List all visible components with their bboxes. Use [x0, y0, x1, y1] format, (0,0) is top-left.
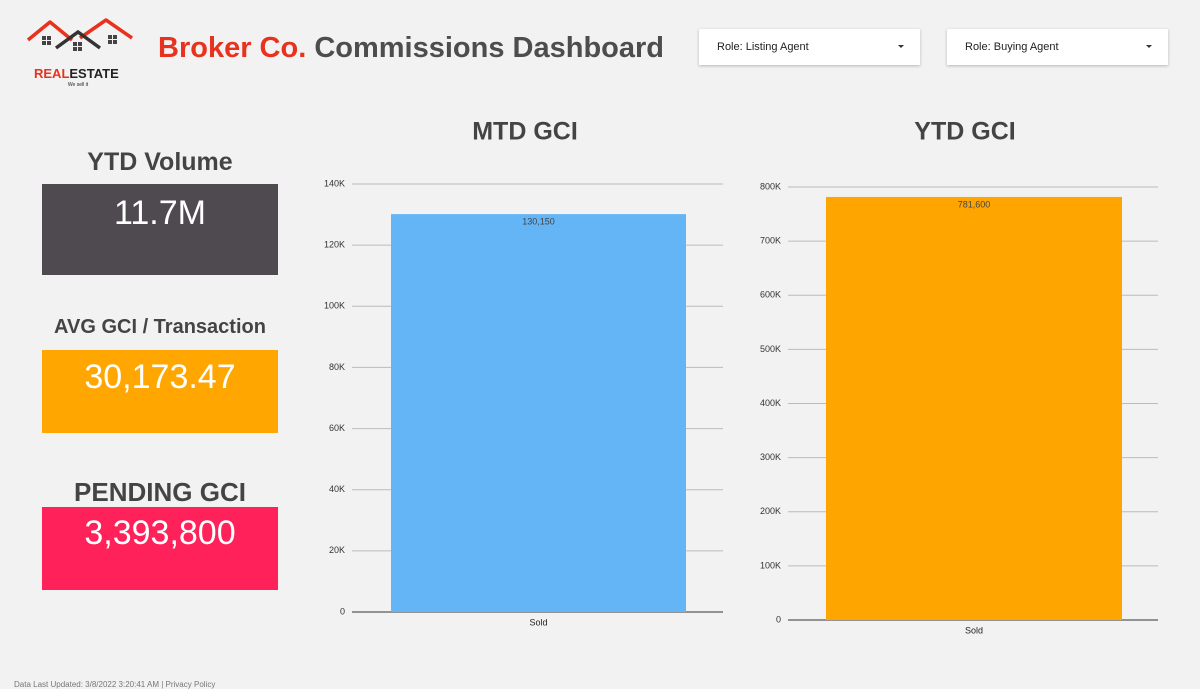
scorecard-value: 30,173.47 — [84, 358, 236, 396]
y-tick-label: 0 — [776, 614, 781, 624]
last-updated: Data Last Updated: 3/8/2022 3:20:41 AM — [14, 680, 159, 689]
scorecard-value: 11.7M — [114, 194, 206, 232]
y-tick-label: 100K — [760, 560, 781, 570]
x-tick-label: Sold — [529, 617, 547, 627]
title-brand: Broker Co. — [158, 32, 307, 64]
value-label: 781,600 — [958, 199, 991, 209]
dropdown-label: Role: Buying Agent — [965, 41, 1059, 53]
scorecard: 30,173.47 — [42, 350, 278, 433]
role-dropdown[interactable]: Role: Buying Agent — [947, 29, 1168, 65]
privacy-link[interactable]: Privacy Policy — [165, 680, 216, 689]
footer: Data Last Updated: 3/8/2022 3:20:41 AM |… — [14, 680, 216, 689]
y-tick-label: 400K — [760, 398, 781, 408]
chart-title: MTD GCI — [472, 118, 578, 146]
title-text: Commissions Dashboard — [314, 32, 665, 64]
y-tick-label: 700K — [760, 236, 781, 246]
y-tick-label: 120K — [324, 240, 345, 250]
logo-word: REAL — [34, 66, 69, 81]
y-tick-label: 100K — [324, 301, 345, 311]
chart-title: YTD GCI — [914, 118, 1015, 146]
scorecard-label: PENDING GCI — [74, 477, 246, 507]
y-tick-label: 300K — [760, 452, 781, 462]
dropdown-arrow — [898, 45, 904, 48]
y-tick-label: 800K — [760, 181, 781, 191]
bar — [391, 214, 686, 612]
logo: REALESTATE We sell it — [26, 18, 133, 88]
bar — [826, 196, 1122, 621]
logo-word: ESTATE — [69, 66, 119, 81]
logo-tagline: We sell it — [68, 82, 89, 88]
scorecard-value: 3,393,800 — [84, 514, 236, 552]
svg-text:REALESTATE: REALESTATE — [34, 66, 119, 81]
scorecard: 11.7M — [42, 184, 278, 275]
y-tick-label: 20K — [329, 545, 345, 555]
y-tick-label: 500K — [760, 344, 781, 354]
y-tick-label: 200K — [760, 506, 781, 516]
scorecard-label: YTD Volume — [87, 148, 233, 176]
dropdown-arrow — [1146, 45, 1152, 48]
dashboard-title: Broker Co. Commissions Dashboard — [158, 32, 664, 65]
x-tick-label: Sold — [965, 625, 983, 635]
dropdown-label: Role: Listing Agent — [717, 41, 809, 53]
y-tick-label: 140K — [324, 178, 345, 188]
scorecard: 3,393,800 — [42, 507, 278, 590]
y-tick-label: 0 — [340, 606, 345, 616]
role-dropdown[interactable]: Role: Listing Agent — [699, 29, 920, 65]
y-tick-label: 80K — [329, 362, 345, 372]
scorecard-label: AVG GCI / Transaction — [54, 316, 266, 338]
y-tick-label: 600K — [760, 290, 781, 300]
y-tick-label: 60K — [329, 423, 345, 433]
value-label: 130,150 — [522, 216, 555, 226]
y-tick-label: 40K — [329, 484, 345, 494]
